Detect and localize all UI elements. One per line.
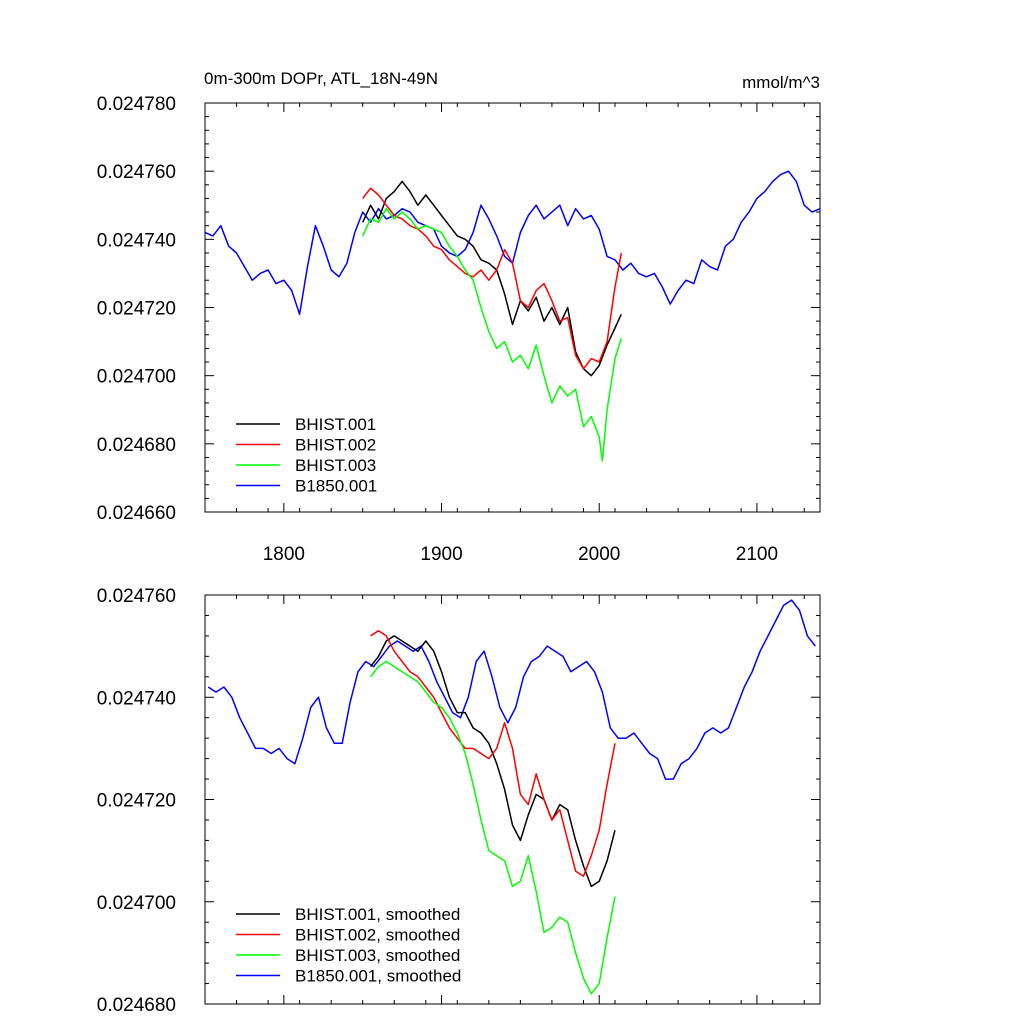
bottom-chart-marks bbox=[207, 599, 816, 995]
bottom-chart-panel: 0.024680 0.024700 0.024720 0.024740 0.024760… bbox=[97, 586, 821, 1016]
top-legend-label: BHIST.002 bbox=[295, 436, 376, 455]
top-y-tick-label: 0.024760 bbox=[97, 162, 176, 183]
bottom-series-line-1 bbox=[370, 630, 616, 877]
top-chart-marks bbox=[204, 170, 821, 462]
top-x-tick-label: 1900 bbox=[420, 544, 462, 565]
top-y-tick-label: 0.024720 bbox=[97, 299, 176, 320]
top-series-line-1 bbox=[362, 187, 623, 370]
bottom-legend-label: B1850.001, smoothed bbox=[295, 967, 461, 986]
bottom-y-tick-label: 0.024680 bbox=[97, 995, 176, 1016]
bottom-chart-legend: BHIST.001, smoothed BHIST.002, smoothedBH… bbox=[236, 905, 461, 986]
bottom-y-tick-label: 0.024720 bbox=[97, 791, 176, 812]
top-y-tick-label: 0.024780 bbox=[97, 94, 176, 115]
bottom-legend-label: BHIST.001, smoothed bbox=[295, 905, 460, 924]
bottom-legend-label: BHIST.002, smoothed bbox=[295, 926, 460, 945]
top-legend-label: BHIST.003 bbox=[295, 456, 376, 475]
top-chart-frame bbox=[204, 102, 821, 513]
top-chart-panel: 0m-300m DOPr, ATL_18N-49N mmol/m^3 0.024… bbox=[97, 69, 821, 565]
bottom-chart-axes: 0.024680 0.024700 0.024720 0.024740 0.024760 bbox=[97, 586, 820, 1016]
bottom-series-line-2 bbox=[370, 660, 616, 995]
top-y-tick-label: 0.024700 bbox=[97, 367, 176, 388]
top-legend-label: BHIST.001 bbox=[295, 415, 376, 434]
top-y-tick-label: 0.024680 bbox=[97, 435, 176, 456]
bottom-series-line-3 bbox=[207, 599, 816, 780]
top-x-tick-label: 2100 bbox=[736, 544, 778, 565]
top-y-tick-label: 0.024660 bbox=[97, 503, 176, 524]
top-x-tick-label: 1800 bbox=[263, 544, 305, 565]
bottom-y-tick-label: 0.024740 bbox=[97, 688, 176, 709]
bottom-legend-label: BHIST.003, smoothed bbox=[295, 946, 460, 965]
top-x-tick-label: 2000 bbox=[578, 544, 620, 565]
bottom-y-tick-label: 0.024760 bbox=[97, 586, 176, 607]
top-series-line-0 bbox=[362, 180, 622, 377]
top-legend-label: B1850.001 bbox=[295, 477, 377, 496]
top-chart-units: mmol/m^3 bbox=[742, 73, 820, 92]
top-chart-axes: 0.024660 0.024680 0.024700 0.024720 0.024740… bbox=[97, 94, 820, 565]
bottom-y-tick-label: 0.024700 bbox=[97, 893, 176, 914]
top-chart-title: 0m-300m DOPr, ATL_18N-49N bbox=[204, 69, 438, 88]
top-series-line-2 bbox=[362, 207, 623, 462]
bottom-chart-frame bbox=[204, 594, 821, 1005]
top-y-tick-label: 0.024740 bbox=[97, 230, 176, 251]
